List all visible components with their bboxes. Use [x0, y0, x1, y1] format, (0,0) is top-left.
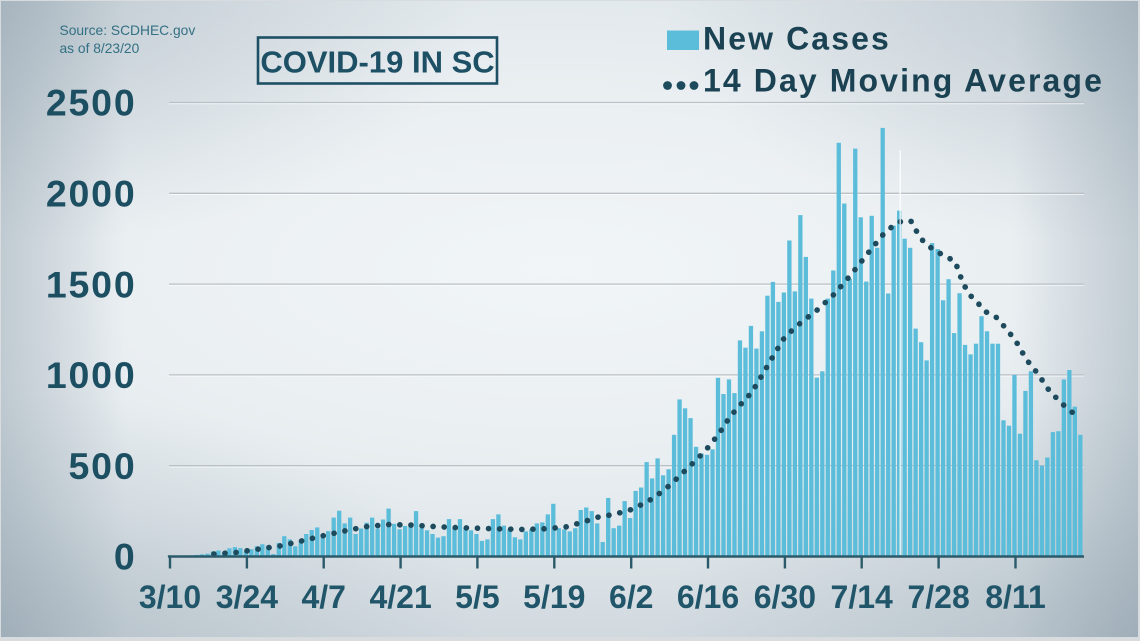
svg-text:6/2: 6/2 — [609, 579, 653, 615]
svg-text:500: 500 — [69, 445, 137, 487]
svg-text:New Cases: New Cases — [703, 21, 891, 57]
svg-text:as of 8/23/20: as of 8/23/20 — [60, 41, 140, 56]
svg-text:6/16: 6/16 — [677, 579, 739, 615]
svg-text:14 Day Moving Average: 14 Day Moving Average — [703, 63, 1104, 99]
svg-text:7/28: 7/28 — [907, 579, 969, 615]
svg-text:1000: 1000 — [46, 354, 137, 396]
svg-text:1500: 1500 — [46, 263, 137, 305]
svg-text:8/11: 8/11 — [985, 579, 1046, 615]
svg-text:4/7: 4/7 — [301, 579, 345, 615]
svg-text:7/14: 7/14 — [831, 579, 893, 615]
svg-text:5/19: 5/19 — [523, 579, 585, 615]
svg-text:2000: 2000 — [46, 173, 137, 215]
svg-text:Source: SCDHEC.gov: Source: SCDHEC.gov — [60, 23, 196, 38]
svg-text:COVID-19 IN SC: COVID-19 IN SC — [260, 45, 494, 80]
svg-text:6/30: 6/30 — [754, 579, 816, 615]
svg-text:3/10: 3/10 — [139, 579, 201, 615]
svg-text:4/21: 4/21 — [369, 579, 431, 615]
svg-text:2500: 2500 — [46, 82, 137, 124]
svg-text:0: 0 — [114, 536, 137, 578]
svg-text:3/24: 3/24 — [216, 579, 278, 615]
svg-text:5/5: 5/5 — [455, 579, 499, 615]
